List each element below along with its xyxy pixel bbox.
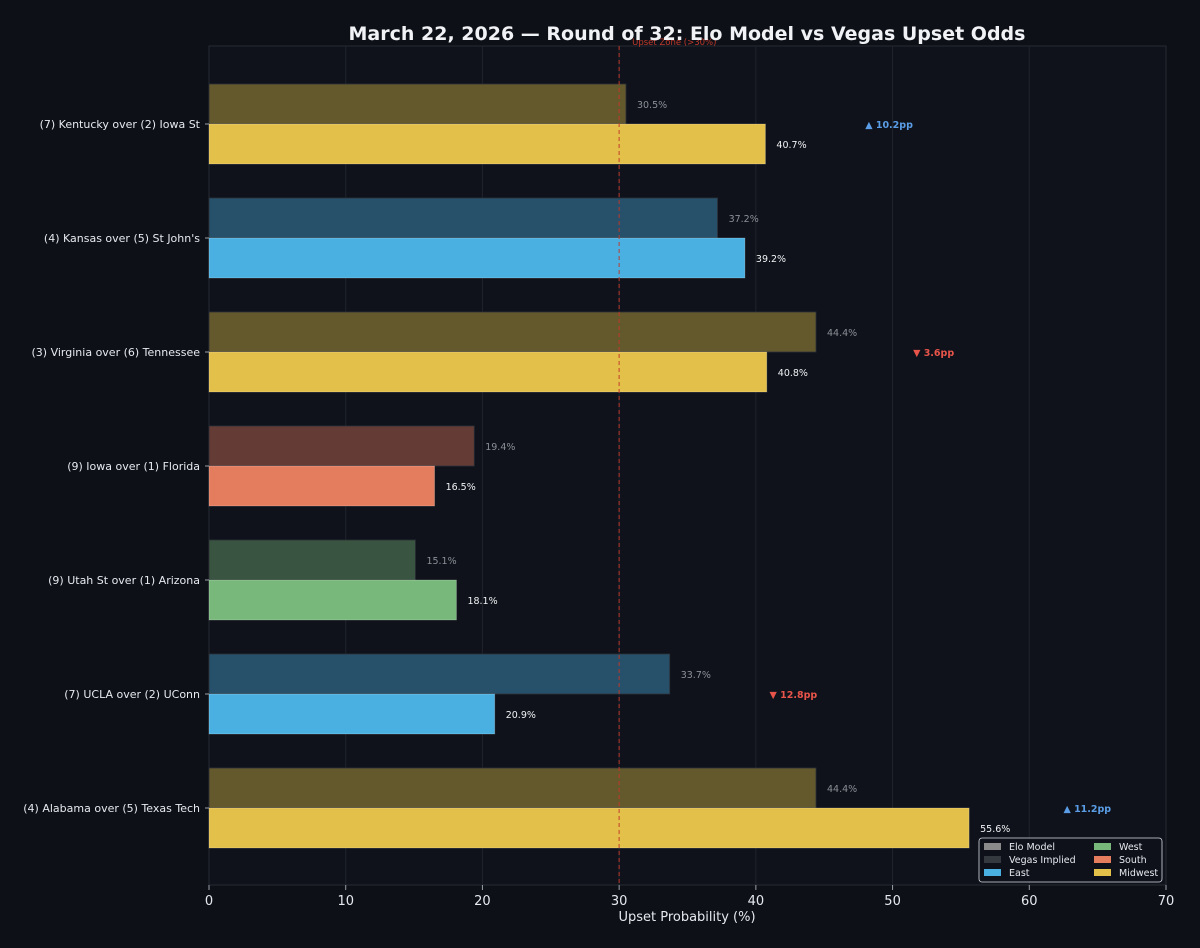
legend-label: East [1009, 868, 1030, 879]
grid-lines [345, 46, 1030, 885]
difference-annotation: ▼ 3.6pp [913, 348, 954, 359]
bars-layer [208, 83, 970, 849]
vegas-bar [208, 579, 457, 621]
elo-bar [208, 425, 475, 467]
elo-bar [208, 767, 817, 809]
chart-title: March 22, 2026 — Round of 32: Elo Model … [349, 23, 1026, 45]
x-tick-label: 10 [337, 894, 354, 909]
legend-swatch [984, 869, 1001, 876]
legend-swatch [984, 856, 1001, 863]
vegas-value-label: 16.5% [446, 482, 476, 493]
difference-annotation: ▼ 12.8pp [770, 690, 818, 701]
vegas-value-label: 40.8% [778, 368, 808, 379]
vegas-bar [208, 693, 496, 735]
legend-label: Midwest [1119, 868, 1158, 879]
legend-label: Elo Model [1009, 842, 1055, 853]
category-label: (4) Kansas over (5) St John's [44, 232, 200, 245]
x-axis-label: Upset Probability (%) [618, 910, 755, 925]
vegas-bar [208, 351, 768, 393]
category-label: (4) Alabama over (5) Texas Tech [23, 802, 200, 815]
elo-value-label: 30.5% [637, 100, 667, 111]
elo-bar [208, 197, 718, 239]
category-labels: (7) Kentucky over (2) Iowa St (4) Kansas … [23, 118, 209, 815]
x-tick-label: 40 [748, 894, 765, 909]
vegas-bar [208, 237, 746, 279]
vegas-value-label: 18.1% [467, 596, 497, 607]
legend-label: West [1119, 842, 1143, 853]
legend-swatch [1094, 856, 1111, 863]
elo-value-label: 33.7% [681, 670, 711, 681]
x-tick-label: 60 [1021, 894, 1038, 909]
value-labels-layer: 30.5% 40.7% 37.2% 39.2% 44.4% 40.8% 19.4% 16.5%… [426, 100, 1111, 835]
vegas-bar [208, 123, 766, 165]
x-axis-ticks: 0 10 20 30 40 50 60 70 [205, 885, 1174, 909]
x-tick-label: 70 [1158, 894, 1175, 909]
legend-swatch [1094, 869, 1111, 876]
elo-bar [208, 83, 627, 125]
upset-zone-reference: Upset Zone (>30%) [618, 38, 716, 885]
x-tick-label: 50 [884, 894, 901, 909]
legend-swatch [1094, 843, 1111, 850]
elo-bar [208, 539, 416, 581]
category-label: (7) Kentucky over (2) Iowa St [40, 118, 201, 131]
elo-bar [208, 311, 817, 353]
x-tick-label: 20 [474, 894, 491, 909]
difference-annotation: ▲ 11.2pp [1063, 804, 1111, 815]
elo-value-label: 15.1% [426, 556, 456, 567]
legend-label: Vegas Implied [1009, 855, 1076, 866]
x-tick-label: 0 [205, 894, 213, 909]
category-label: (9) Utah St over (1) Arizona [48, 574, 200, 587]
category-label: (7) UCLA over (2) UConn [64, 688, 200, 701]
legend-swatch [984, 843, 1001, 850]
category-label: (3) Virginia over (6) Tennessee [32, 346, 201, 359]
upset-zone-label: Upset Zone (>30%) [632, 38, 716, 48]
legend-box [978, 837, 1163, 883]
vegas-bar [208, 465, 435, 507]
elo-value-label: 44.4% [827, 328, 857, 339]
legend: Elo Model West Vegas Implied South East Midwe… [978, 837, 1163, 883]
elo-value-label: 37.2% [729, 214, 759, 225]
vegas-value-label: 55.6% [980, 824, 1010, 835]
vegas-value-label: 20.9% [506, 710, 536, 721]
difference-annotation: ▲ 10.2pp [865, 120, 913, 131]
vegas-value-label: 40.7% [776, 140, 806, 151]
elo-bar [208, 653, 671, 695]
x-tick-label: 30 [611, 894, 628, 909]
vegas-value-label: 39.2% [756, 254, 786, 265]
legend-label: South [1119, 855, 1147, 866]
elo-value-label: 44.4% [827, 784, 857, 795]
category-label: (9) Iowa over (1) Florida [67, 460, 200, 473]
vegas-bar [208, 807, 970, 849]
elo-value-label: 19.4% [485, 442, 515, 453]
